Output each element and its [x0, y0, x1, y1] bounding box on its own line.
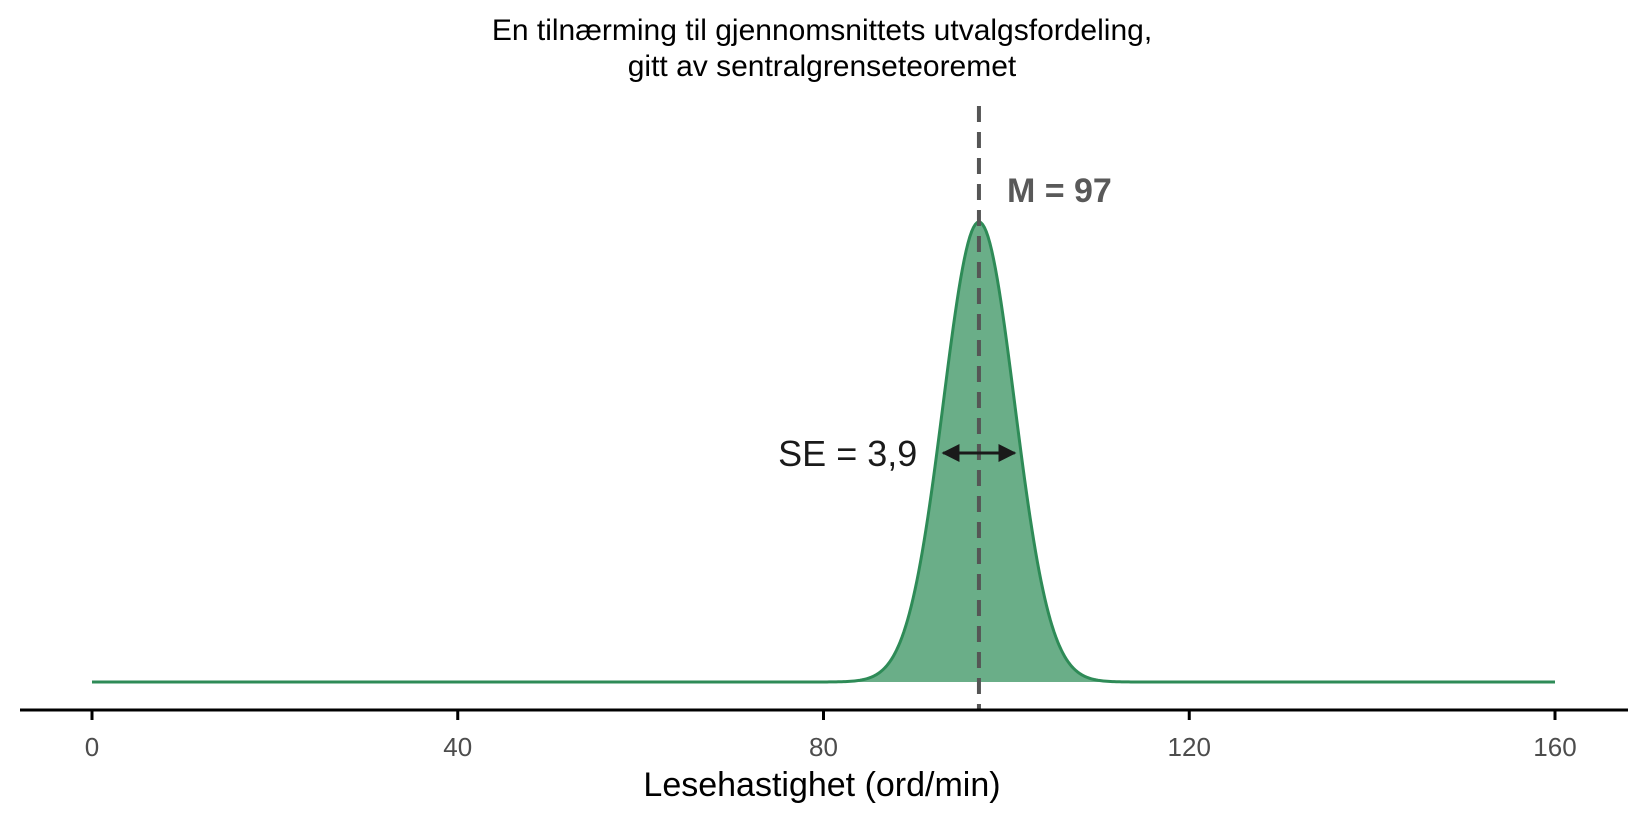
x-tick-label: 160 — [1533, 732, 1576, 762]
se-label: SE = 3,9 — [778, 433, 917, 474]
density-curve — [92, 220, 1555, 684]
x-tick-label: 40 — [443, 732, 472, 762]
chart-title-line-2: gitt av sentralgrenseteoremet — [628, 50, 1017, 83]
x-tick-label: 120 — [1168, 732, 1211, 762]
chart-title-line-1: En tilnærming til gjennomsnittets utvalg… — [492, 14, 1152, 47]
x-axis-ticks: 0 40 80 120 160 — [85, 710, 1577, 762]
x-axis-title: Lesehastighet (ord/min) — [643, 766, 1000, 804]
x-tick-label: 0 — [85, 732, 99, 762]
x-tick-label: 80 — [809, 732, 838, 762]
mean-label: M = 97 — [1007, 172, 1112, 210]
